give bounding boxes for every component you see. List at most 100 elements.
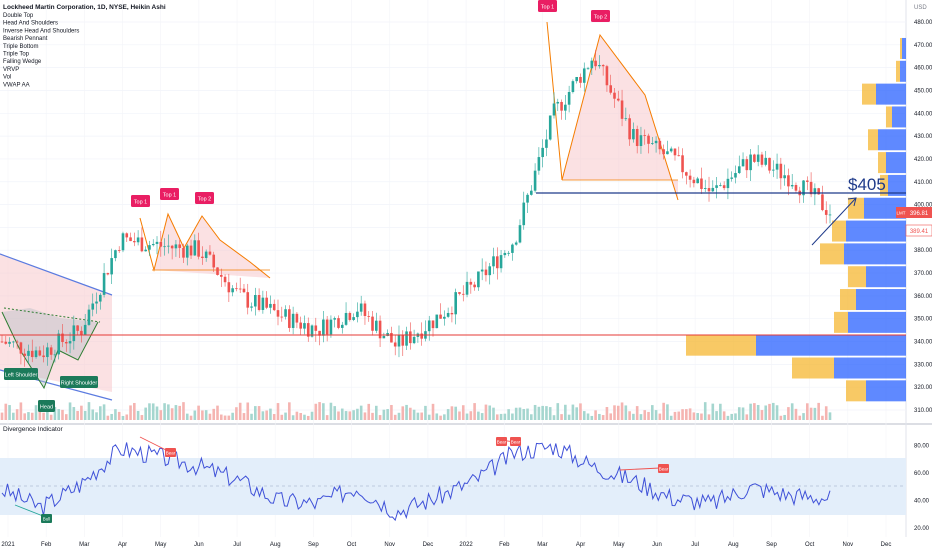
volume-bar [393,414,397,420]
time-tick-label: Dec [423,542,434,548]
vrvp-bar [880,174,888,196]
price-tick-label: 330.00 [914,362,932,368]
candle-body [8,341,11,344]
volume-bar [802,413,805,420]
vrvp-bar [792,357,834,379]
candle-body [813,188,817,195]
legend-item[interactable]: Bearish Pennant [3,36,48,42]
volume-bar [363,412,367,420]
candle-body [401,334,405,346]
volume-bar [114,409,117,420]
legend-item[interactable]: Triple Bottom [3,44,38,50]
svg-text:Bull: Bull [43,517,51,522]
volume-bar [495,414,499,420]
svg-text:Head: Head [40,405,53,411]
volume-bar [450,406,454,420]
last-price-tag: LMT 396.81 [896,207,932,218]
vrvp-bar [840,289,856,311]
volume-bar [454,406,457,420]
price-pane[interactable] [0,0,906,423]
candle-body [19,342,23,354]
candle-body [601,65,605,67]
vrvp-bar [862,83,876,105]
volume-bar [322,403,325,420]
volume-bar [624,405,628,420]
candle-body [616,98,620,101]
candle-body [806,180,809,182]
candle-body [450,312,454,315]
legend-item[interactable]: Falling Wedge [3,59,42,65]
candle-body [488,266,492,276]
volume-bar [378,415,382,420]
signal-bear-4: Bear [658,464,669,473]
candle-body [322,319,325,336]
volume-bar [223,415,227,420]
falling-wedge-area [0,254,112,392]
candle-body [541,147,544,158]
candle-body [12,341,15,343]
hs-neckline [3,307,101,323]
candle-body [238,288,242,290]
legend-item[interactable]: VRVP [3,67,19,73]
candle-body [303,323,306,329]
candle-body [182,247,185,258]
volume-bar [821,415,824,420]
volume-bar [730,413,733,420]
candle-body [356,311,359,318]
legend-item[interactable]: Double Top [3,13,34,19]
volume-bar [344,411,348,420]
candle-body [564,104,567,111]
volume-bar [533,404,537,420]
price-target-label: $405 [848,175,886,194]
vrvp-bar [864,197,906,219]
target-arrow-head [847,197,857,207]
oscillator-axis[interactable]: 80.00 60.00 40.00 20.00 [914,444,930,532]
candle-body [632,128,635,140]
candle-body [685,172,688,176]
candle-body [609,85,613,93]
volume-bar [329,402,333,420]
target-arrow [811,197,857,246]
legend-item[interactable]: Inverse Head And Shoulders [3,28,79,34]
candle-body [495,256,499,269]
pattern-label-right-shoulder: Right Shoulder [60,376,98,388]
volume-bar [4,403,8,420]
legend-item[interactable]: Vol [3,75,11,81]
legend-item[interactable]: Triple Top [3,52,30,58]
volume-bar [643,410,647,420]
volume-bar [424,405,427,420]
signal-bull: Bull [41,514,52,523]
volume-bar [616,405,620,420]
time-axis[interactable]: 2021 Feb Mar Apr May Jun Jul Aug Sep Oct Nov Dec 202… [1,542,891,548]
vrvp-bar [846,380,866,402]
svg-text:Top 1: Top 1 [163,193,176,199]
candle-body [590,60,594,69]
candle-body [764,157,768,165]
volume-bar [669,415,673,420]
candle-body [458,292,461,294]
volume-bar [416,412,420,420]
vrvp-bar [900,60,906,82]
candle-body [783,175,786,179]
signal-bear-2: Bear [496,437,507,446]
volume-bar [628,411,631,420]
svg-text:Top 1: Top 1 [541,5,554,11]
volume-bar [174,405,178,420]
candle-body [325,319,329,335]
volume-bar [530,414,533,420]
candle-body [64,342,68,344]
candle-body [193,240,197,256]
legend-item[interactable]: VWAP AA [3,82,30,88]
candle-body [507,252,510,254]
candle-body [42,355,45,358]
volume-bar [405,404,408,420]
legend-item[interactable]: Head And Shoulders [3,21,58,27]
pattern-label-top1-a: Top 1 [131,195,150,207]
volume-bar [775,405,779,420]
volume-bar [647,411,650,420]
volume-bar [148,403,151,420]
oscillator-tick-label: 60.00 [914,471,930,477]
double-top-area [547,22,678,200]
candle-body [61,333,64,343]
